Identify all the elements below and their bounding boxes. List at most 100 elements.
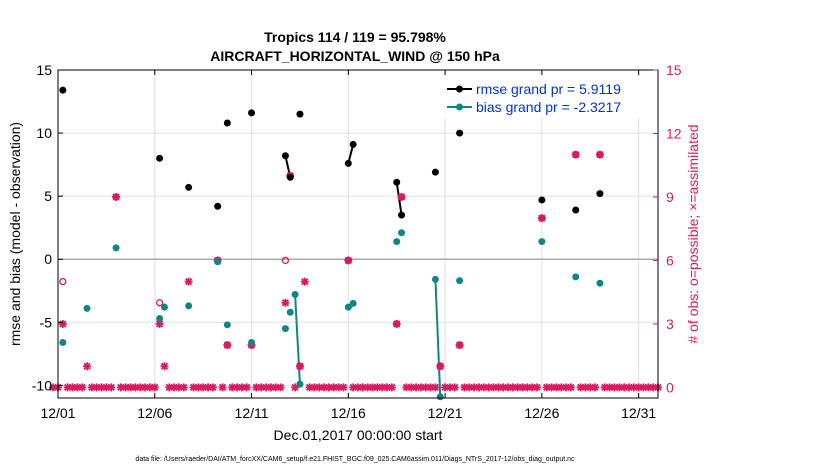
obs-assimilated-marker bbox=[160, 362, 169, 371]
rmse-point bbox=[185, 183, 193, 191]
obs-assimilated-marker bbox=[571, 150, 580, 159]
rmse-point bbox=[538, 196, 546, 204]
obs-assimilated-marker bbox=[566, 383, 575, 392]
bias-point bbox=[112, 244, 120, 252]
obs-assimilated-marker bbox=[107, 383, 116, 392]
obs-assimilated-marker bbox=[242, 383, 251, 392]
plot-area bbox=[58, 70, 658, 398]
rmse-point bbox=[248, 109, 256, 117]
obs-assimilated-marker bbox=[83, 362, 92, 371]
bias-point bbox=[160, 303, 168, 311]
bias-point bbox=[349, 299, 357, 307]
bias-point bbox=[185, 302, 193, 310]
obs-assimilated-marker bbox=[218, 383, 227, 392]
obs-markers-layer bbox=[49, 150, 662, 392]
bias-point bbox=[436, 393, 444, 401]
legend-rmse-marker bbox=[456, 85, 463, 93]
series-points-layer bbox=[59, 86, 604, 401]
y-left-tick-label: -10 bbox=[32, 377, 52, 393]
obs-assimilated-marker bbox=[595, 150, 604, 159]
rmse-point bbox=[431, 168, 439, 176]
obs-assimilated-marker bbox=[392, 319, 401, 328]
x-tick-label: 12/21 bbox=[428, 405, 463, 421]
y-axis-label-left: rmse and bias (model - observation) bbox=[7, 122, 23, 346]
bias-point bbox=[572, 273, 580, 281]
bias-point bbox=[156, 315, 164, 323]
obs-assimilated-marker bbox=[300, 277, 309, 286]
rmse-point bbox=[223, 119, 231, 127]
x-axis-label: Dec.01,2017 00:00:00 start bbox=[274, 427, 443, 443]
obs-assimilated-marker bbox=[344, 256, 353, 265]
x-tick-label: 12/31 bbox=[621, 405, 656, 421]
y-right-tick-label: 9 bbox=[666, 189, 674, 205]
bias-point bbox=[281, 325, 289, 333]
obs-assimilated-marker bbox=[281, 298, 290, 307]
bias-point bbox=[393, 238, 401, 246]
y-left-tick-label: 15 bbox=[36, 62, 52, 78]
rmse-point bbox=[286, 173, 294, 181]
obs-possible-marker bbox=[59, 277, 67, 286]
rmse-point bbox=[281, 152, 289, 160]
bias-point bbox=[291, 291, 299, 299]
rmse-point bbox=[456, 129, 464, 137]
y-left-tick-label: 5 bbox=[44, 188, 52, 204]
bias-point bbox=[431, 275, 439, 283]
obs-assimilated-marker bbox=[150, 383, 159, 392]
obs-assimilated-marker bbox=[276, 383, 285, 392]
rmse-point bbox=[214, 202, 222, 210]
y-right-tick-label: 15 bbox=[666, 62, 682, 78]
chart-title-line2: AIRCRAFT_HORIZONTAL_WIND @ 150 hPa bbox=[210, 48, 500, 64]
y-right-tick-label: 3 bbox=[666, 316, 674, 332]
plot-frame bbox=[57, 69, 659, 399]
y-right-tick-label: 6 bbox=[666, 252, 674, 268]
rmse-point bbox=[596, 190, 604, 198]
rmse-point bbox=[344, 159, 352, 167]
obs-assimilated-marker bbox=[450, 383, 459, 392]
y-axis-label-right: # of obs: o=possible; ×=assimilated bbox=[685, 124, 701, 343]
rmse-point bbox=[296, 110, 304, 118]
y-left-tick-label: 10 bbox=[36, 125, 52, 141]
obs-assimilated-marker bbox=[208, 383, 217, 392]
y-right-tick-label: 12 bbox=[666, 125, 682, 141]
y-left-tick-label: 0 bbox=[44, 251, 52, 267]
bias-point bbox=[214, 258, 222, 266]
obs-assimilated-marker bbox=[112, 192, 121, 201]
rmse-point bbox=[393, 178, 401, 186]
bias-point bbox=[286, 308, 294, 316]
y-left-tick-label: -5 bbox=[40, 314, 53, 330]
obs-possible-marker bbox=[281, 256, 290, 265]
rmse-point bbox=[398, 211, 406, 219]
obs-assimilated-marker bbox=[339, 383, 348, 392]
obs-possible-marker bbox=[155, 299, 164, 307]
bias-point bbox=[596, 279, 604, 287]
bias-point bbox=[59, 338, 67, 346]
obs-assimilated-marker bbox=[155, 319, 164, 328]
rmse-point bbox=[572, 206, 580, 214]
bias-point bbox=[223, 321, 231, 329]
bias-point bbox=[398, 229, 406, 237]
bias-point bbox=[296, 380, 304, 388]
legend-rmse-label: rmse grand pr = 5.9119 bbox=[476, 81, 621, 97]
bias-point bbox=[248, 338, 256, 346]
obs-assimilated-marker bbox=[431, 383, 440, 392]
x-tick-label: 12/01 bbox=[40, 405, 75, 421]
rmse-point bbox=[156, 154, 164, 162]
obs-assimilated-marker bbox=[591, 383, 600, 392]
chart-title-line1: Tropics 114 / 119 = 95.798% bbox=[264, 29, 446, 45]
x-tick-label: 12/16 bbox=[331, 405, 366, 421]
obs-assimilated-marker bbox=[537, 214, 546, 223]
bias-point bbox=[538, 238, 546, 246]
legend-bias-marker bbox=[456, 103, 463, 111]
y-right-tick-label: 0 bbox=[666, 379, 674, 395]
legend-box bbox=[442, 76, 654, 118]
obs-assimilated-marker bbox=[179, 383, 188, 392]
obs-assimilated-marker bbox=[436, 362, 445, 371]
legend: rmse grand pr = 5.9119 bias grand pr = -… bbox=[442, 76, 654, 118]
x-tick-label: 12/11 bbox=[235, 405, 269, 421]
obs-assimilated-marker bbox=[533, 383, 542, 392]
obs-assimilated-marker bbox=[184, 277, 193, 286]
bias-point bbox=[456, 277, 464, 285]
obs-assimilated-marker bbox=[295, 362, 304, 371]
